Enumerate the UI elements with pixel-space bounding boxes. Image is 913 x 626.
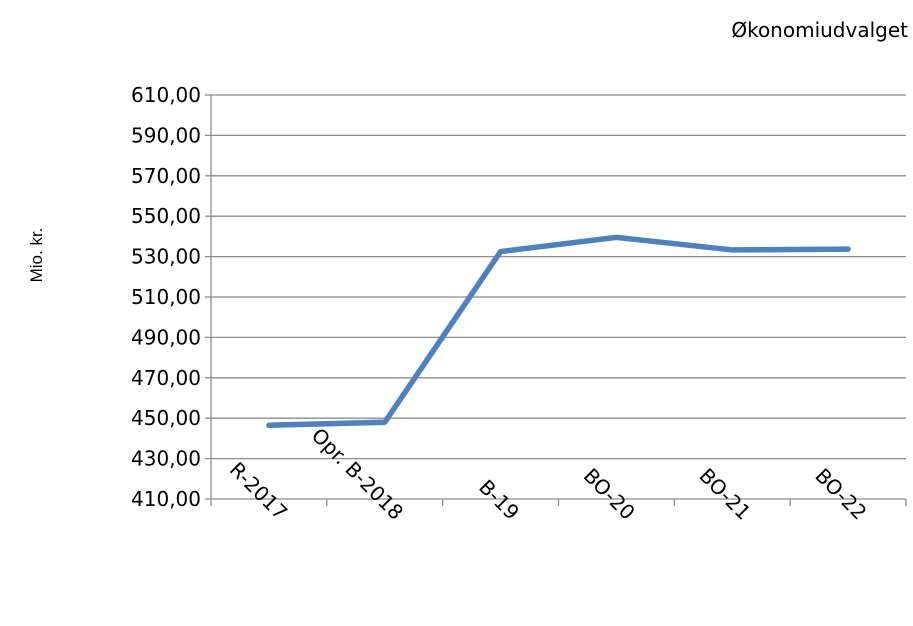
x-tick-label: Opr. B-2018 [307,423,408,524]
y-tick-label: 570,00 [131,164,201,188]
y-tick-label: 470,00 [131,366,201,390]
y-tick-labels: 410,00 430,00 450,00 470,00 490,00 510,00 530,… [131,83,201,511]
y-axis-label: Mio. kr. [27,228,46,283]
series-lines [266,234,851,429]
y-tick-label: 550,00 [131,204,201,228]
y-tick-label: 490,00 [131,325,201,349]
y-tick-label: 610,00 [131,83,201,107]
y-tick-label: 590,00 [131,123,201,147]
x-tick-label: BO-20 [579,463,640,524]
y-tick-label: 510,00 [131,285,201,309]
x-tick-label: BO-22 [810,463,871,524]
x-tick-labels: R-2017 Opr. B-2018 B-19 BO-20 BO-21 BO-22 [225,423,871,524]
y-tick-label: 450,00 [131,406,201,430]
series-line [266,234,851,429]
chart-title: Økonomiudvalget [731,18,908,42]
x-tick-label: BO-21 [695,463,756,524]
x-axis [210,95,907,506]
y-tick-label: 430,00 [131,447,201,471]
y-tick-label: 530,00 [131,245,201,269]
y-tick-label: 410,00 [131,487,201,511]
x-tick-label: R-2017 [225,457,292,524]
gridlines [205,94,906,500]
